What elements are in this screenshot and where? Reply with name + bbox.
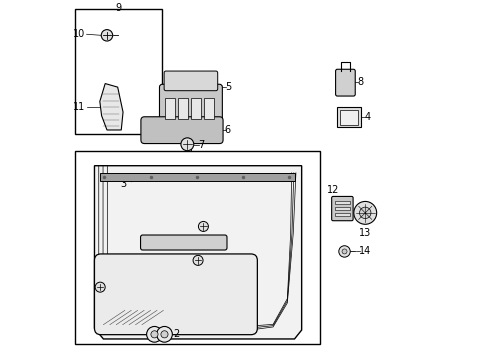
Circle shape <box>101 30 112 41</box>
Text: 14: 14 <box>358 247 370 256</box>
Text: 10: 10 <box>73 29 85 39</box>
Circle shape <box>338 246 349 257</box>
Circle shape <box>353 202 376 224</box>
Circle shape <box>146 327 162 342</box>
Bar <box>100 173 294 181</box>
Polygon shape <box>94 166 301 339</box>
Bar <box>334 213 349 216</box>
Text: 12: 12 <box>326 185 339 195</box>
Circle shape <box>95 282 105 292</box>
Circle shape <box>198 221 208 231</box>
FancyBboxPatch shape <box>159 84 222 126</box>
Circle shape <box>156 327 172 342</box>
Bar <box>334 201 349 204</box>
Text: 3: 3 <box>120 178 134 189</box>
FancyBboxPatch shape <box>140 235 226 250</box>
Circle shape <box>161 331 168 338</box>
FancyBboxPatch shape <box>94 254 257 335</box>
Bar <box>203 98 213 119</box>
Text: 6: 6 <box>224 125 230 135</box>
FancyBboxPatch shape <box>331 197 352 221</box>
Circle shape <box>193 255 203 265</box>
Circle shape <box>359 207 370 219</box>
Circle shape <box>341 249 346 254</box>
Bar <box>337 108 360 127</box>
Bar <box>334 207 349 210</box>
Text: 11: 11 <box>73 102 85 112</box>
Text: 5: 5 <box>224 82 231 92</box>
FancyBboxPatch shape <box>164 71 217 91</box>
Polygon shape <box>100 84 123 130</box>
Circle shape <box>181 138 193 151</box>
Bar <box>75 152 319 344</box>
Text: 7: 7 <box>198 140 204 150</box>
FancyBboxPatch shape <box>141 117 223 144</box>
Bar <box>339 110 358 125</box>
FancyBboxPatch shape <box>335 69 354 96</box>
Bar <box>178 98 188 119</box>
Text: 13: 13 <box>358 228 370 238</box>
Text: 8: 8 <box>356 77 363 87</box>
Circle shape <box>151 331 158 338</box>
Bar <box>165 98 175 119</box>
Text: 4: 4 <box>364 112 369 122</box>
Text: 1: 1 <box>187 144 194 154</box>
Text: 2: 2 <box>173 329 179 339</box>
Bar <box>75 9 162 134</box>
Bar <box>190 98 201 119</box>
Text: 9: 9 <box>116 3 122 13</box>
